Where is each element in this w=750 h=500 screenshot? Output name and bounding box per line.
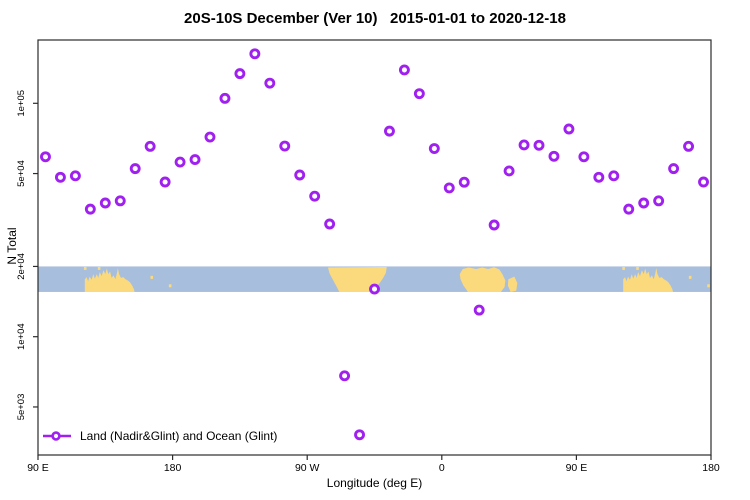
y-tick-label: 5e+03 (16, 394, 27, 421)
data-point (69, 170, 81, 182)
y-tick-label: 1e+05 (16, 90, 27, 117)
legend-marker-icon (43, 431, 71, 441)
x-tick-label: 0 (439, 462, 445, 474)
data-point (623, 203, 635, 215)
data-point (309, 190, 321, 202)
data-point (653, 195, 665, 207)
data-point (54, 171, 66, 183)
island-speck (688, 275, 692, 279)
data-point (518, 139, 530, 151)
legend-label: Land (Nadir&Glint) and Ocean (Glint) (80, 429, 278, 443)
data-point (698, 176, 709, 188)
data-point (249, 48, 261, 60)
data-point (114, 195, 126, 207)
y-tick-label: 1e+04 (16, 323, 27, 350)
data-point (548, 150, 560, 162)
data-point (384, 125, 395, 137)
x-tick-label: 90 E (27, 462, 49, 474)
data-point (84, 203, 96, 215)
data-point (488, 219, 500, 231)
data-point (413, 88, 425, 100)
data-point (129, 163, 141, 175)
data-point (398, 64, 410, 76)
island-speck (150, 275, 154, 279)
y-tick-label: 5e+04 (16, 160, 27, 187)
data-point (144, 140, 156, 152)
data-point (264, 77, 276, 89)
land-region-africa (459, 267, 506, 292)
island-speck (168, 284, 172, 288)
island-speck (707, 284, 710, 288)
data-point (159, 176, 171, 188)
x-tick-label: 90 W (295, 462, 320, 474)
land-region-australia (623, 267, 674, 292)
data-point (279, 140, 291, 152)
plot-box (37, 39, 712, 456)
island-speck (622, 266, 625, 270)
data-point (40, 151, 51, 163)
land-region-australia (84, 267, 135, 292)
island-speck (636, 266, 639, 270)
y-tick-label: 2e+04 (16, 253, 27, 280)
chart-title: 20S-10S December (Ver 10) 2015-01-01 to … (184, 10, 566, 27)
data-point (458, 176, 470, 188)
data-point (324, 218, 336, 230)
data-point (234, 68, 246, 80)
data-point (189, 154, 201, 166)
data-point (533, 139, 545, 151)
data-point (294, 169, 306, 181)
data-point (428, 143, 440, 154)
x-tick-label: 90 E (566, 462, 588, 474)
data-point (369, 283, 380, 295)
data-point (503, 165, 515, 177)
data-point (473, 304, 485, 316)
data-point (563, 123, 575, 135)
data-point (683, 140, 695, 152)
data-point (354, 429, 365, 441)
x-tick-label: 180 (164, 462, 182, 474)
legend: Land (Nadir&Glint) and Ocean (Glint) (42, 429, 277, 443)
data-point (443, 182, 455, 194)
island-speck (83, 266, 87, 270)
data-point (638, 197, 650, 209)
data-point (668, 163, 680, 175)
data-point (174, 156, 186, 168)
data-point (593, 171, 605, 183)
x-tick-label: 180 (702, 462, 720, 474)
data-point (99, 197, 111, 209)
data-point (204, 131, 216, 143)
island-speck (97, 266, 101, 270)
data-point (578, 151, 590, 163)
data-point (339, 370, 351, 382)
data-point (608, 170, 620, 182)
land-region-madagascar (507, 276, 518, 292)
x-axis-title: Longitude (deg E) (326, 476, 423, 490)
data-point (219, 92, 231, 104)
